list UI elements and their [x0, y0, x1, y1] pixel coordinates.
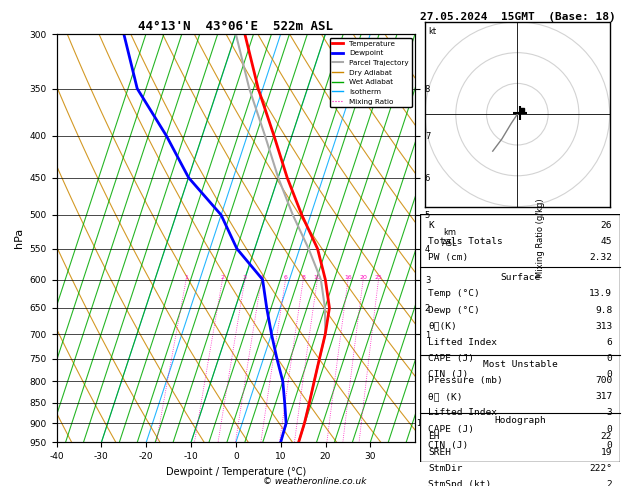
Text: CAPE (J): CAPE (J): [428, 425, 474, 434]
Text: StmSpd (kt): StmSpd (kt): [428, 480, 491, 486]
Text: K: K: [428, 221, 434, 230]
Text: 2: 2: [220, 275, 225, 279]
Text: 45: 45: [601, 237, 612, 246]
Text: 4: 4: [259, 275, 264, 279]
Text: 0: 0: [606, 354, 612, 363]
Text: © weatheronline.co.uk: © weatheronline.co.uk: [263, 477, 366, 486]
Text: 22: 22: [601, 432, 612, 441]
Text: 222°: 222°: [589, 464, 612, 473]
Text: 2: 2: [606, 480, 612, 486]
Text: Totals Totals: Totals Totals: [428, 237, 503, 246]
Text: EH: EH: [428, 432, 440, 441]
Text: 0: 0: [606, 441, 612, 450]
Text: PW (cm): PW (cm): [428, 254, 469, 262]
Y-axis label: hPa: hPa: [14, 228, 24, 248]
Text: SREH: SREH: [428, 448, 451, 457]
Text: Dewp (°C): Dewp (°C): [428, 306, 480, 314]
Text: 313: 313: [595, 322, 612, 330]
Text: 16: 16: [344, 275, 352, 279]
Text: 1: 1: [184, 275, 188, 279]
Text: 317: 317: [595, 392, 612, 401]
Text: Most Unstable: Most Unstable: [483, 360, 557, 369]
Text: kt: kt: [429, 27, 437, 36]
Text: 10: 10: [313, 275, 321, 279]
Text: Lifted Index: Lifted Index: [428, 408, 497, 417]
Text: 700: 700: [595, 376, 612, 385]
Text: θᴄ(K): θᴄ(K): [428, 322, 457, 330]
Text: 1LCL: 1LCL: [416, 418, 435, 428]
Text: 9.8: 9.8: [595, 306, 612, 314]
Text: 6: 6: [284, 275, 287, 279]
Title: 44°13'N  43°06'E  522m ASL: 44°13'N 43°06'E 522m ASL: [138, 20, 333, 33]
Text: CIN (J): CIN (J): [428, 441, 469, 450]
Text: CAPE (J): CAPE (J): [428, 354, 474, 363]
Text: 27.05.2024  15GMT  (Base: 18): 27.05.2024 15GMT (Base: 18): [420, 12, 616, 22]
Text: Surface: Surface: [500, 273, 540, 282]
Text: Temp (°C): Temp (°C): [428, 290, 480, 298]
Text: 25: 25: [375, 275, 382, 279]
X-axis label: Dewpoint / Temperature (°C): Dewpoint / Temperature (°C): [166, 467, 306, 477]
Text: Pressure (mb): Pressure (mb): [428, 376, 503, 385]
Text: 2.32: 2.32: [589, 254, 612, 262]
Text: Hodograph: Hodograph: [494, 416, 546, 425]
Text: 20: 20: [359, 275, 367, 279]
Text: 3: 3: [606, 408, 612, 417]
Text: 6: 6: [606, 338, 612, 347]
Text: Lifted Index: Lifted Index: [428, 338, 497, 347]
Text: 19: 19: [601, 448, 612, 457]
Text: 0: 0: [606, 425, 612, 434]
Text: 8: 8: [301, 275, 305, 279]
Text: StmDir: StmDir: [428, 464, 463, 473]
Legend: Temperature, Dewpoint, Parcel Trajectory, Dry Adiabat, Wet Adiabat, Isotherm, Mi: Temperature, Dewpoint, Parcel Trajectory…: [330, 37, 411, 107]
Y-axis label: km
ASL: km ASL: [442, 228, 457, 248]
Text: 13.9: 13.9: [589, 290, 612, 298]
Text: CIN (J): CIN (J): [428, 370, 469, 379]
Text: θᴄ (K): θᴄ (K): [428, 392, 463, 401]
Text: 3: 3: [243, 275, 247, 279]
Text: Mixing Ratio (g/kg): Mixing Ratio (g/kg): [536, 198, 545, 278]
Text: 26: 26: [601, 221, 612, 230]
Text: 0: 0: [606, 370, 612, 379]
